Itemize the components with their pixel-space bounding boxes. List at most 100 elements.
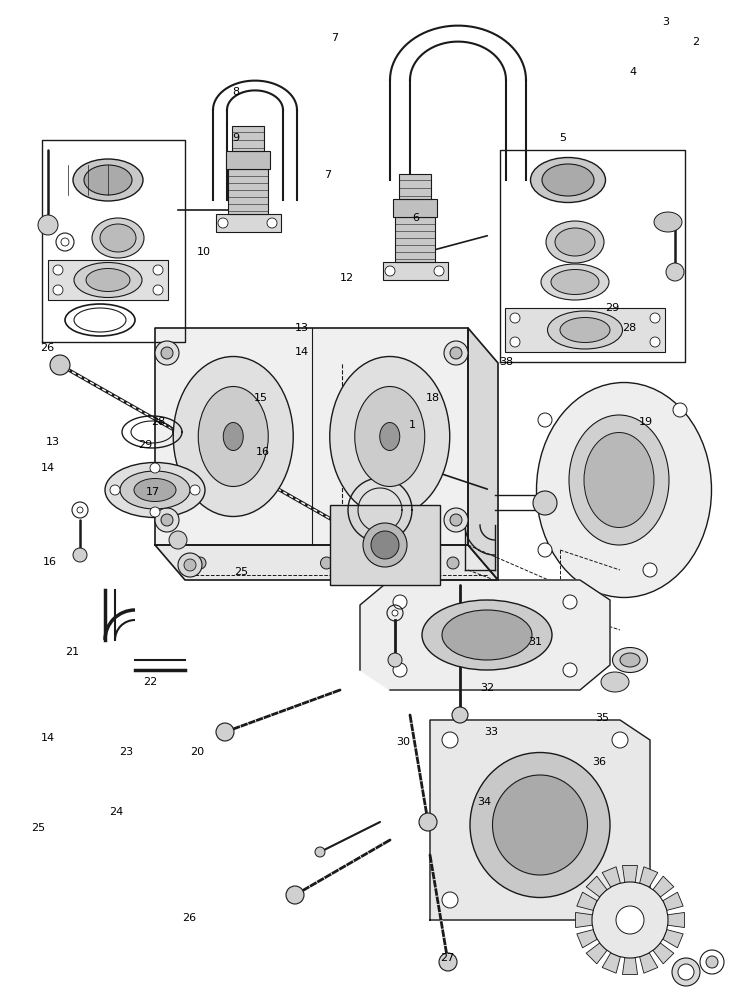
Circle shape <box>419 813 437 831</box>
Text: 14: 14 <box>294 347 308 357</box>
Ellipse shape <box>422 600 552 670</box>
Circle shape <box>450 347 462 359</box>
Ellipse shape <box>620 653 640 667</box>
Text: 7: 7 <box>324 170 331 180</box>
Circle shape <box>161 347 173 359</box>
Text: 19: 19 <box>639 417 653 427</box>
Ellipse shape <box>542 164 594 196</box>
Text: 15: 15 <box>254 393 268 403</box>
Circle shape <box>442 732 458 748</box>
Text: 28: 28 <box>622 323 636 333</box>
Polygon shape <box>586 876 607 897</box>
Bar <box>393 199 437 217</box>
Text: 16: 16 <box>43 557 57 567</box>
Circle shape <box>50 355 70 375</box>
Polygon shape <box>640 953 658 973</box>
Polygon shape <box>663 892 683 910</box>
Text: 21: 21 <box>65 647 79 657</box>
Ellipse shape <box>100 224 136 252</box>
Bar <box>216 214 281 232</box>
Ellipse shape <box>86 268 130 292</box>
Polygon shape <box>468 328 498 580</box>
Circle shape <box>673 403 687 417</box>
Circle shape <box>77 507 83 513</box>
Circle shape <box>53 285 63 295</box>
Ellipse shape <box>584 432 654 528</box>
Bar <box>399 174 431 199</box>
Text: 6: 6 <box>412 213 420 223</box>
Text: 25: 25 <box>31 823 45 833</box>
Polygon shape <box>586 943 607 964</box>
Text: 29: 29 <box>605 303 619 313</box>
Circle shape <box>533 491 557 515</box>
Circle shape <box>444 341 468 365</box>
Circle shape <box>612 892 628 908</box>
Ellipse shape <box>105 462 205 518</box>
Text: 31: 31 <box>528 637 542 647</box>
Text: 20: 20 <box>190 747 204 757</box>
Circle shape <box>388 653 402 667</box>
Text: 3: 3 <box>662 17 670 27</box>
Ellipse shape <box>223 422 244 450</box>
Circle shape <box>616 906 644 934</box>
Circle shape <box>286 886 304 904</box>
Polygon shape <box>576 912 592 928</box>
Ellipse shape <box>380 422 400 450</box>
Ellipse shape <box>537 382 712 597</box>
Circle shape <box>110 485 120 495</box>
Circle shape <box>150 463 160 473</box>
Polygon shape <box>668 912 684 928</box>
Circle shape <box>53 265 63 275</box>
Text: 33: 33 <box>484 727 498 737</box>
Circle shape <box>153 265 163 275</box>
Text: 38: 38 <box>499 357 513 367</box>
Bar <box>395 217 435 262</box>
Circle shape <box>706 956 718 968</box>
Text: 8: 8 <box>232 87 239 97</box>
Ellipse shape <box>74 262 142 298</box>
Text: 14: 14 <box>40 733 54 743</box>
Bar <box>228 169 268 214</box>
Circle shape <box>216 723 234 741</box>
Ellipse shape <box>442 610 532 660</box>
Ellipse shape <box>73 159 143 201</box>
Ellipse shape <box>548 311 623 349</box>
Polygon shape <box>623 958 637 974</box>
Ellipse shape <box>173 357 293 516</box>
Circle shape <box>666 263 684 281</box>
Text: 7: 7 <box>331 33 339 43</box>
Circle shape <box>363 523 407 567</box>
Text: 32: 32 <box>480 683 494 693</box>
Text: 26: 26 <box>183 913 197 923</box>
Ellipse shape <box>569 415 669 545</box>
Circle shape <box>434 266 444 276</box>
Circle shape <box>371 531 399 559</box>
Text: 29: 29 <box>138 440 152 450</box>
Polygon shape <box>505 308 665 352</box>
Polygon shape <box>577 930 597 948</box>
Circle shape <box>153 285 163 295</box>
Ellipse shape <box>654 212 682 232</box>
Circle shape <box>393 663 407 677</box>
Ellipse shape <box>531 157 606 202</box>
Circle shape <box>184 559 196 571</box>
Ellipse shape <box>470 752 610 898</box>
Circle shape <box>672 958 700 986</box>
Ellipse shape <box>601 672 629 692</box>
Text: 24: 24 <box>109 807 123 817</box>
Text: 28: 28 <box>151 417 165 427</box>
Polygon shape <box>640 867 658 887</box>
Circle shape <box>538 413 552 427</box>
Text: 26: 26 <box>40 343 54 353</box>
Circle shape <box>267 218 277 228</box>
Text: 23: 23 <box>119 747 133 757</box>
Circle shape <box>592 882 668 958</box>
Ellipse shape <box>551 269 599 294</box>
Text: 5: 5 <box>559 133 567 143</box>
Text: 13: 13 <box>46 437 60 447</box>
Circle shape <box>510 337 520 347</box>
Ellipse shape <box>560 318 610 342</box>
Ellipse shape <box>134 479 176 502</box>
Ellipse shape <box>120 471 190 509</box>
Text: 25: 25 <box>234 567 248 577</box>
